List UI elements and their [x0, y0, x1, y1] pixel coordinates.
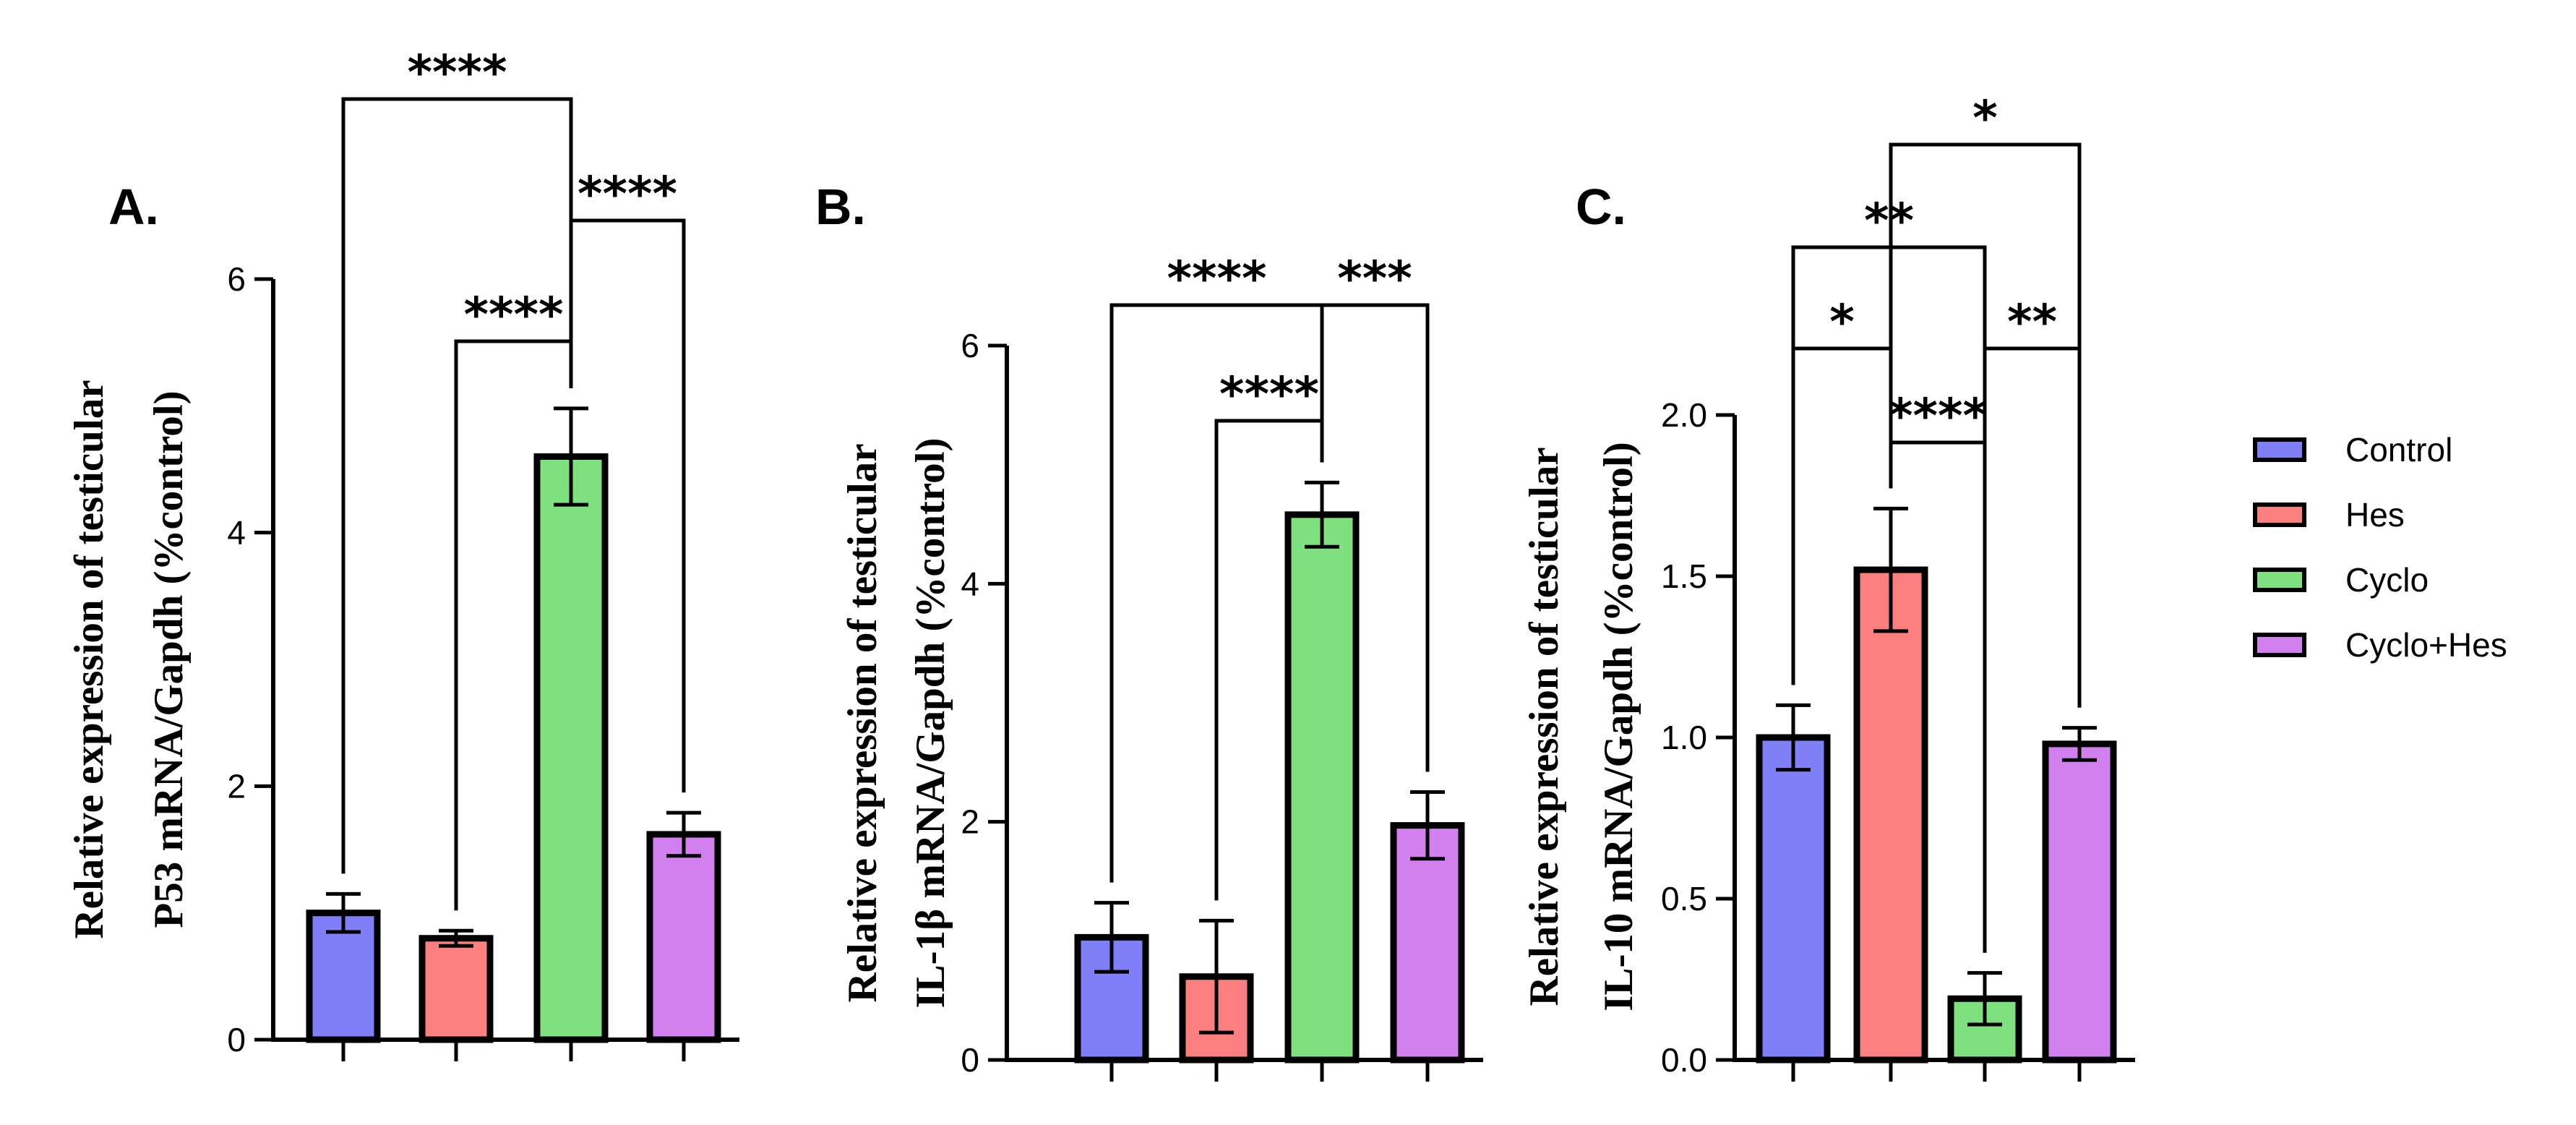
error-bar	[439, 928, 473, 948]
legend: Control Hes Cyclo Cyclo+Hes	[2253, 431, 2507, 664]
legend-swatch	[2253, 633, 2306, 657]
error-bar	[554, 406, 588, 507]
error-bar	[326, 891, 361, 934]
significance-bracket	[569, 218, 686, 793]
legend-label: Cyclo	[2345, 561, 2429, 599]
bracket-line	[569, 218, 686, 793]
panel-c: C. Relative expression of testicular IL-10…	[1521, 90, 2135, 1082]
error-bar	[1094, 901, 1129, 974]
y-tick-label: 0	[961, 1041, 979, 1079]
significance-stars: ****	[578, 166, 677, 222]
significance-stars: **	[2007, 294, 2057, 350]
y-tick-label: 1.0	[1661, 719, 1707, 756]
legend-swatch	[2253, 437, 2306, 462]
bar-cyclo-hes	[1390, 822, 1465, 1064]
significance-stars: *	[1829, 294, 1855, 350]
bar-cyclo-hes	[2042, 740, 2117, 1064]
bracket-line	[1320, 303, 1430, 772]
bar-cyclo	[533, 453, 609, 1043]
y-tick-label: 2	[227, 767, 246, 805]
y-axis-label: Relative expression of testicular	[840, 443, 885, 1002]
y-axis-label: P53 mRNA/Gapdh (%control)	[146, 390, 192, 928]
legend-swatch	[2253, 568, 2306, 592]
significance-stars: *	[1972, 90, 1998, 146]
y-axis-label: Relative expression of testicular	[1521, 447, 1567, 1006]
y-tick-label: 6	[961, 327, 979, 364]
y-axis-label: Relative expression of testicular	[66, 380, 112, 938]
significance-stars: ****	[1219, 367, 1319, 422]
panel-letter: A.	[108, 179, 159, 235]
error-bar	[666, 810, 701, 858]
y-tick-label: 0.0	[1661, 1041, 1707, 1079]
bar-hes	[1853, 566, 1928, 1064]
legend-label: Hes	[2345, 496, 2405, 534]
legend-label: Cyclo+Hes	[2345, 626, 2507, 664]
y-tick-label: 2.0	[1661, 396, 1707, 434]
significance-stars: ****	[1888, 388, 1988, 444]
panel-letter: C.	[1576, 179, 1626, 235]
significance-bracket	[1889, 142, 2082, 708]
bar-control	[1756, 734, 1831, 1064]
error-bar	[1410, 790, 1445, 861]
significance-stars: ****	[463, 287, 563, 343]
significance-bracket	[1320, 303, 1430, 772]
y-tick-label: 6	[227, 260, 246, 298]
bar-cyclo	[1284, 511, 1360, 1064]
y-tick-label: 4	[961, 565, 979, 602]
y-axis-label: IL-10 mRNA/Gapdh (%control)	[1596, 442, 1641, 1011]
y-tick-label: 0	[227, 1021, 246, 1058]
y-tick-label: 2	[961, 803, 979, 841]
error-bar	[1967, 971, 2002, 1027]
significance-stars: ****	[1167, 251, 1266, 307]
legend-swatch	[2253, 502, 2306, 527]
bar-hes	[418, 935, 494, 1043]
error-bar	[1776, 703, 1811, 772]
y-tick-label: 0.5	[1661, 880, 1707, 917]
significance-stars: ***	[1337, 251, 1412, 307]
panel-a: A. Relative expression of testicular P53 m…	[66, 45, 739, 1061]
y-tick-label: 1.5	[1661, 557, 1707, 595]
panel-letter: B.	[815, 179, 866, 235]
y-axis-label: IL-1β mRNA/Gapdh (%control)	[908, 437, 953, 1008]
error-bar	[1305, 480, 1339, 549]
bracket-line	[1889, 142, 2082, 708]
error-bar	[2062, 726, 2097, 762]
error-bar	[1873, 506, 1908, 633]
legend-label: Control	[2345, 431, 2452, 469]
error-bar	[1199, 918, 1234, 1035]
panel-b: B. Relative expression of testicular IL-1β…	[815, 179, 1483, 1082]
y-tick-label: 4	[227, 514, 246, 552]
bar-cyclo-hes	[646, 831, 721, 1043]
significance-stars: ****	[407, 45, 507, 100]
